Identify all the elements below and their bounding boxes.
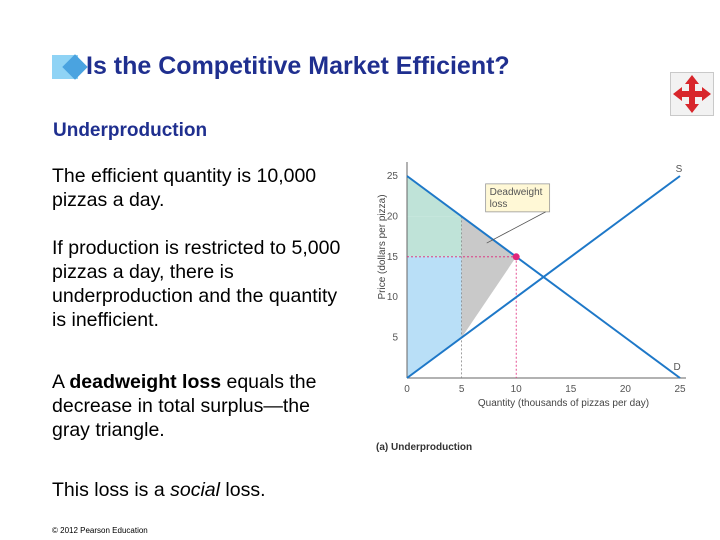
annotation-label-line1: Deadweight (490, 187, 543, 198)
paragraph-efficient-quantity: The efficient quantity is 10,000 pizzas … (52, 165, 317, 211)
equilibrium-point (512, 253, 520, 261)
x-tick-label: 0 (404, 384, 410, 395)
producer-surplus-area (407, 256, 462, 378)
x-axis-label: Quantity (thousands of pizzas per day) (478, 398, 649, 409)
p3-post: equals the decrease in total surplus—the… (52, 371, 317, 441)
y-tick-label: 5 (392, 333, 398, 344)
p3-pre: A (52, 371, 70, 393)
section-subtitle: Underproduction (53, 120, 208, 141)
annotation-box (485, 183, 551, 213)
x-tick-label: 5 (459, 384, 465, 395)
consumer-surplus-rect (407, 216, 462, 257)
y-tick-label: 10 (387, 292, 399, 303)
y-tick-label: 20 (387, 211, 399, 222)
social-term: social (170, 479, 220, 501)
deadweight-loss-triangle (461, 216, 517, 338)
demand-label: D (673, 362, 680, 373)
paragraph-restricted-production: If production is restricted to 5,000 piz… (52, 237, 341, 331)
x-tick-label: 20 (620, 384, 632, 395)
deadweight-loss-term: deadweight loss (69, 371, 222, 393)
x-tick-label: 15 (565, 384, 577, 395)
consumer-surplus-area (407, 176, 462, 217)
paragraph-deadweight-loss: A deadweight loss equals the decrease in… (52, 370, 352, 442)
y-tick-label: 25 (387, 171, 399, 182)
supply-label: S (676, 164, 683, 175)
chart-caption: (a) Underproduction (376, 442, 472, 453)
paragraph-social-loss: This loss is a social loss. (52, 478, 352, 502)
y-tick-label: 15 (387, 252, 399, 263)
y-axis-label: Price (dollars per pizza) (377, 194, 388, 299)
title-decoration (52, 50, 92, 84)
x-tick-label: 10 (511, 384, 523, 395)
underproduction-chart: S D 5 10 15 20 25 0 5 10 15 20 25 Price (dollars per … (376, 162, 686, 453)
copyright-notice: © 2012 Pearson Education (52, 526, 148, 535)
move-arrows-icon[interactable] (670, 72, 714, 116)
p4-post: loss. (219, 479, 266, 501)
annotation-label-line2: loss (490, 199, 508, 210)
p4-pre: This loss is a (52, 479, 171, 501)
annotation-pointer (486, 211, 546, 244)
x-tick-label: 25 (674, 384, 686, 395)
curve-d (406, 175, 681, 379)
slide-title: Is the Competitive Market Efficient? (86, 52, 510, 80)
